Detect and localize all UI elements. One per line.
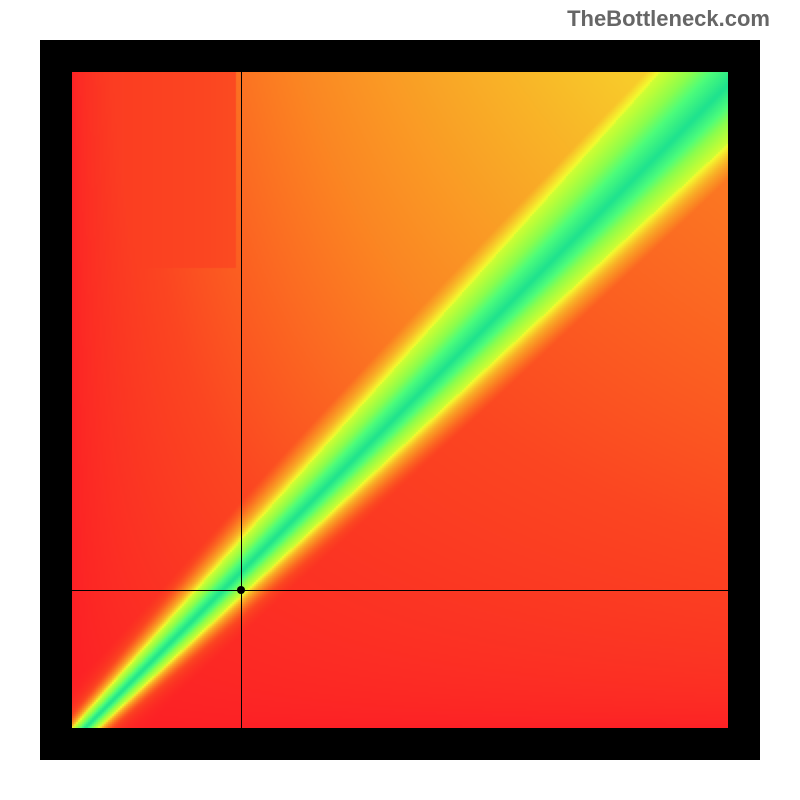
- heatmap-canvas: [72, 72, 728, 728]
- crosshair-horizontal: [72, 590, 728, 591]
- heatmap-frame: [40, 40, 760, 760]
- crosshair-vertical: [241, 72, 242, 728]
- marker-dot: [237, 586, 245, 594]
- heatmap-plot-area: [72, 72, 728, 728]
- watermark-text: TheBottleneck.com: [567, 6, 770, 32]
